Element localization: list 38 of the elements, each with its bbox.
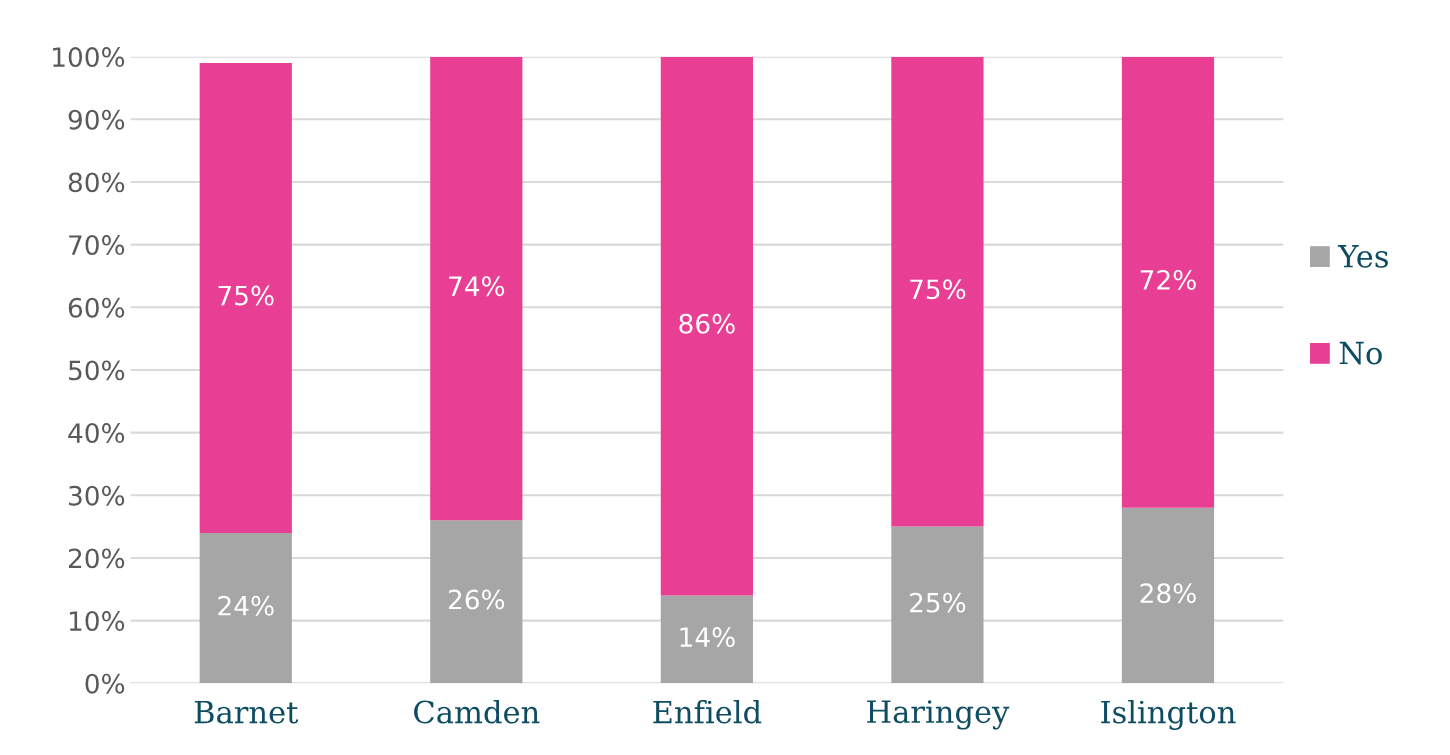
x-tick-label: Enfield — [653, 699, 762, 724]
text: 26% — [448, 589, 505, 610]
y-tick-label: 50% — [69, 360, 125, 381]
text: 74% — [449, 276, 505, 297]
text: 24% — [218, 595, 274, 616]
y-tick-label: 10% — [69, 611, 125, 632]
bar — [430, 56, 523, 521]
bar — [199, 532, 292, 684]
y-tick-label: 40% — [68, 423, 125, 444]
y-tick-label: 80% — [68, 172, 125, 193]
text: 75% — [218, 285, 274, 306]
x-tick-label: Barnet — [194, 700, 299, 724]
text: 25% — [910, 592, 966, 613]
bar — [1121, 507, 1215, 684]
bar — [430, 520, 523, 684]
y-tick-label: 20% — [68, 548, 125, 569]
text: 14% — [680, 627, 735, 648]
y-tick-label: 100% — [53, 47, 125, 68]
x-tick-label: Islington — [1101, 699, 1236, 730]
bar — [660, 595, 753, 684]
bar — [1121, 56, 1215, 508]
bar — [199, 62, 292, 533]
y-tick-label: 90% — [68, 109, 125, 130]
legend-label: No — [1339, 341, 1382, 365]
x-tick-label: Camden — [414, 699, 540, 724]
text: 75% — [910, 279, 966, 300]
bar — [891, 526, 984, 684]
y-tick-label: 30% — [69, 485, 125, 506]
bar — [660, 56, 753, 596]
text: 28% — [1140, 583, 1196, 604]
x-tick-label: Haringey — [867, 700, 1010, 730]
y-tick-label: 60% — [68, 297, 125, 318]
legend-label: Yes — [1337, 245, 1388, 268]
bar — [891, 56, 984, 527]
y-tick-label: 0% — [85, 673, 125, 694]
text: 86% — [679, 313, 735, 334]
y-tick-label: 70% — [69, 235, 125, 256]
text: 72% — [1140, 269, 1196, 290]
